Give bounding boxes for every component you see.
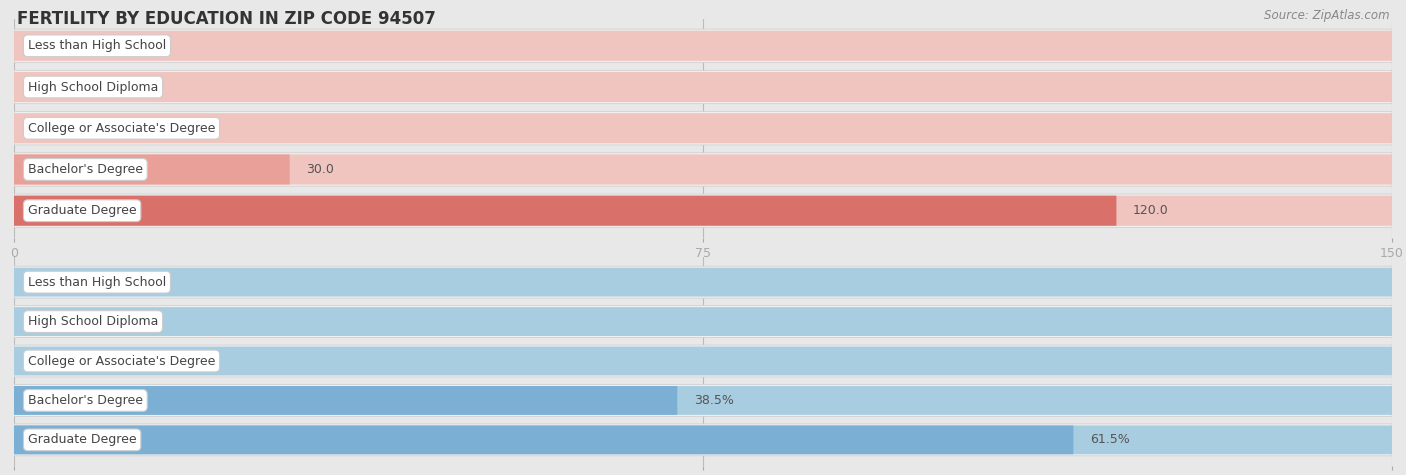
Text: Less than High School: Less than High School <box>28 39 166 52</box>
Text: 61.5%: 61.5% <box>1090 433 1129 446</box>
Text: Bachelor's Degree: Bachelor's Degree <box>28 394 143 407</box>
FancyBboxPatch shape <box>14 112 1392 145</box>
FancyBboxPatch shape <box>14 72 1392 102</box>
Text: Source: ZipAtlas.com: Source: ZipAtlas.com <box>1264 10 1389 22</box>
Text: Less than High School: Less than High School <box>28 276 166 289</box>
FancyBboxPatch shape <box>14 196 1392 226</box>
FancyBboxPatch shape <box>14 154 1392 184</box>
Text: Bachelor's Degree: Bachelor's Degree <box>28 163 143 176</box>
Text: College or Associate's Degree: College or Associate's Degree <box>28 354 215 368</box>
FancyBboxPatch shape <box>14 153 1392 186</box>
Text: College or Associate's Degree: College or Associate's Degree <box>28 122 215 135</box>
FancyBboxPatch shape <box>14 266 1392 298</box>
Text: FERTILITY BY EDUCATION IN ZIP CODE 94507: FERTILITY BY EDUCATION IN ZIP CODE 94507 <box>17 10 436 28</box>
FancyBboxPatch shape <box>14 426 1392 454</box>
FancyBboxPatch shape <box>14 154 290 184</box>
FancyBboxPatch shape <box>14 31 1392 61</box>
Text: 38.5%: 38.5% <box>693 394 734 407</box>
Text: High School Diploma: High School Diploma <box>28 315 159 328</box>
FancyBboxPatch shape <box>14 268 1392 296</box>
FancyBboxPatch shape <box>14 194 1392 228</box>
Text: 0.0%: 0.0% <box>31 354 63 368</box>
Text: High School Diploma: High School Diploma <box>28 81 159 94</box>
Text: Graduate Degree: Graduate Degree <box>28 204 136 217</box>
FancyBboxPatch shape <box>14 384 1392 417</box>
Text: 0.0: 0.0 <box>31 122 51 135</box>
FancyBboxPatch shape <box>14 305 1392 338</box>
Text: 30.0: 30.0 <box>307 163 335 176</box>
FancyBboxPatch shape <box>14 347 1392 375</box>
Text: 120.0: 120.0 <box>1133 204 1168 217</box>
Text: 0.0: 0.0 <box>31 39 51 52</box>
FancyBboxPatch shape <box>14 113 1392 143</box>
FancyBboxPatch shape <box>14 386 678 415</box>
FancyBboxPatch shape <box>14 345 1392 377</box>
Text: Graduate Degree: Graduate Degree <box>28 433 136 446</box>
Text: 0.0%: 0.0% <box>31 276 63 289</box>
FancyBboxPatch shape <box>14 29 1392 63</box>
FancyBboxPatch shape <box>14 196 1116 226</box>
Text: 0.0%: 0.0% <box>31 315 63 328</box>
FancyBboxPatch shape <box>14 386 1392 415</box>
FancyBboxPatch shape <box>14 426 1073 454</box>
FancyBboxPatch shape <box>14 70 1392 104</box>
FancyBboxPatch shape <box>14 424 1392 456</box>
Text: 0.0: 0.0 <box>31 81 51 94</box>
FancyBboxPatch shape <box>14 307 1392 336</box>
